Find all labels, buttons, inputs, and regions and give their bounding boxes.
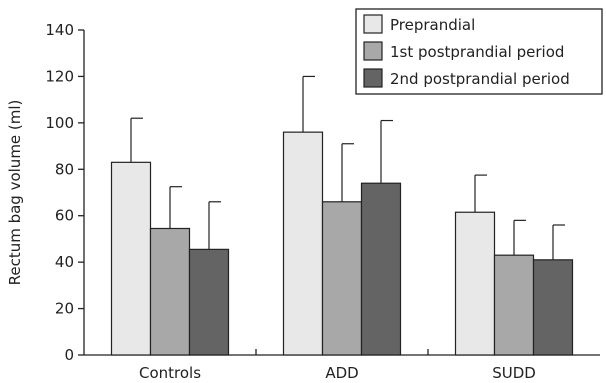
bar — [360, 182, 402, 356]
x-ticks: Controls ADD SUDD — [139, 349, 536, 382]
x-category-label: ADD — [325, 364, 358, 382]
legend-swatch — [363, 41, 383, 61]
y-tick-label: 60 — [55, 207, 74, 225]
legend-swatch — [363, 68, 383, 88]
bar — [188, 248, 230, 356]
error-bars — [130, 75, 565, 260]
legend-label: Preprandial — [390, 16, 475, 34]
bar — [110, 161, 152, 356]
y-ticks: 0 20 40 60 80 100 120 140 — [45, 21, 84, 364]
legend-label: 2nd postprandial period — [390, 70, 570, 88]
y-tick-label: 40 — [55, 253, 74, 271]
legend-label: 1st postprandial period — [390, 43, 564, 61]
legend-box — [355, 8, 603, 95]
y-tick-label: 0 — [64, 346, 74, 364]
y-axis-label: Rectum bag volume (ml) — [6, 100, 24, 286]
bar — [149, 227, 191, 356]
y-tick-label: 80 — [55, 160, 74, 178]
bar — [493, 254, 535, 356]
bar — [321, 201, 363, 356]
bars — [110, 131, 574, 356]
x-category-label: SUDD — [492, 364, 536, 382]
x-category-label: Controls — [139, 364, 201, 382]
legend-swatch — [363, 14, 383, 34]
bar — [282, 131, 324, 356]
y-tick-label: 120 — [45, 67, 74, 85]
bar — [532, 259, 574, 356]
y-tick-label: 140 — [45, 21, 74, 39]
bar — [454, 211, 496, 356]
y-tick-label: 100 — [45, 114, 74, 132]
legend: Preprandial 1st postprandial period 2nd po… — [355, 8, 603, 95]
y-tick-label: 20 — [55, 300, 74, 318]
